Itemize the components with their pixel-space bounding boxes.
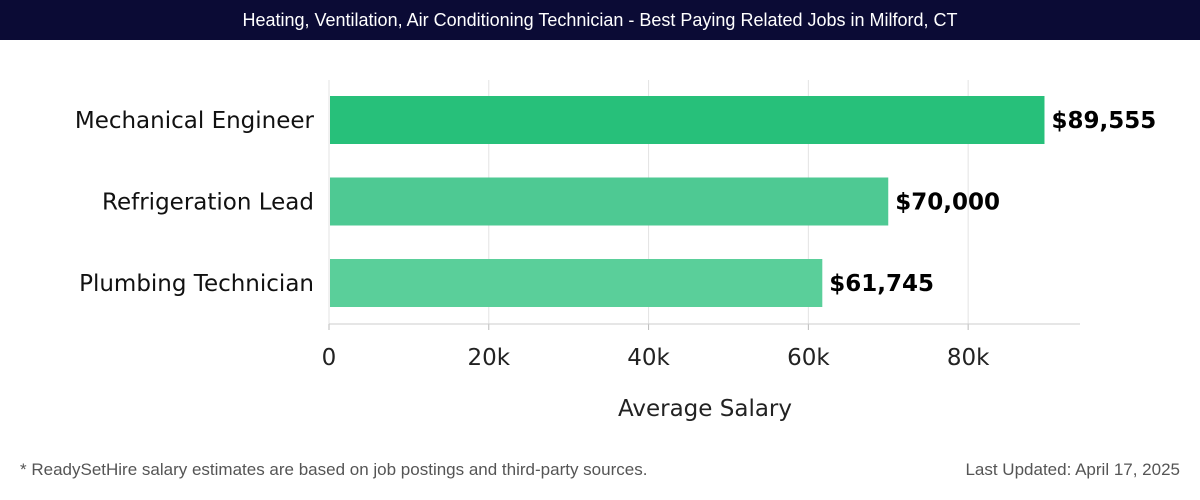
category-label: Plumbing Technician <box>79 271 314 297</box>
footnote: * ReadySetHire salary estimates are base… <box>20 460 648 479</box>
salary-bar-chart: 0 20k 40k 60k 80k Mechanical Engineer $89,555 R… <box>75 80 1156 422</box>
x-tick-label: 60k <box>787 345 830 371</box>
x-axis-title: Average Salary <box>618 396 792 422</box>
bar-mechanical-engineer[interactable] <box>330 96 1045 144</box>
bar-plumbing-technician[interactable] <box>330 259 823 307</box>
x-tick-label: 20k <box>467 345 510 371</box>
bars <box>330 96 1045 307</box>
x-tick-label: 40k <box>627 345 670 371</box>
value-label: $70,000 <box>895 190 1000 216</box>
bar-refrigeration-lead[interactable] <box>330 177 889 226</box>
value-label: $61,745 <box>829 271 934 297</box>
x-tick-label: 80k <box>947 345 990 371</box>
x-tick-label: 0 <box>322 345 337 371</box>
category-label: Mechanical Engineer <box>75 108 315 134</box>
category-label: Refrigeration Lead <box>102 190 314 216</box>
value-label: $89,555 <box>1051 108 1156 134</box>
last-updated: Last Updated: April 17, 2025 <box>965 460 1180 479</box>
chart-title: Heating, Ventilation, Air Conditioning T… <box>0 0 1200 40</box>
labels: 0 20k 40k 60k 80k Mechanical Engineer $89,555 R… <box>75 108 1156 371</box>
